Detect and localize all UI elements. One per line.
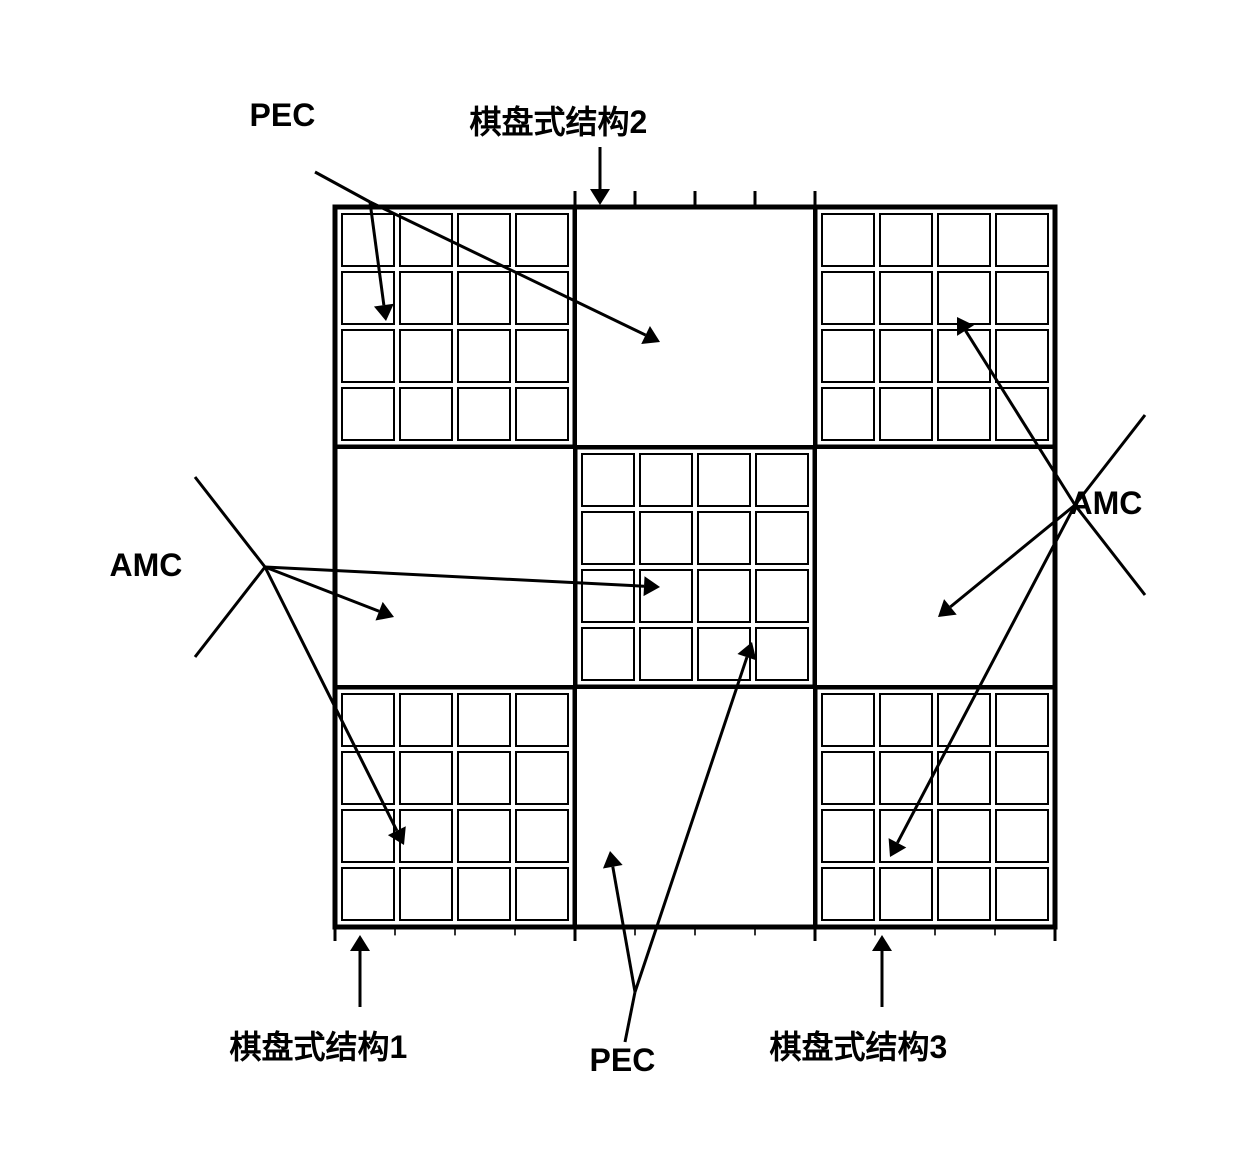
label-struct3: 棋盘式结构3: [770, 1022, 948, 1068]
label-pec-top: PEC: [250, 97, 316, 134]
label-amc-right: AMC: [1070, 485, 1143, 522]
figure-root: PEC 棋盘式结构2 AMC AMC 棋盘式结构1 PEC 棋盘式结构3: [70, 87, 1170, 1067]
label-pec-bottom: PEC: [590, 1042, 656, 1079]
label-struct1: 棋盘式结构1: [230, 1022, 408, 1068]
diagram-svg: [70, 87, 1170, 1067]
label-amc-left: AMC: [110, 547, 183, 584]
label-struct2: 棋盘式结构2: [470, 97, 648, 143]
